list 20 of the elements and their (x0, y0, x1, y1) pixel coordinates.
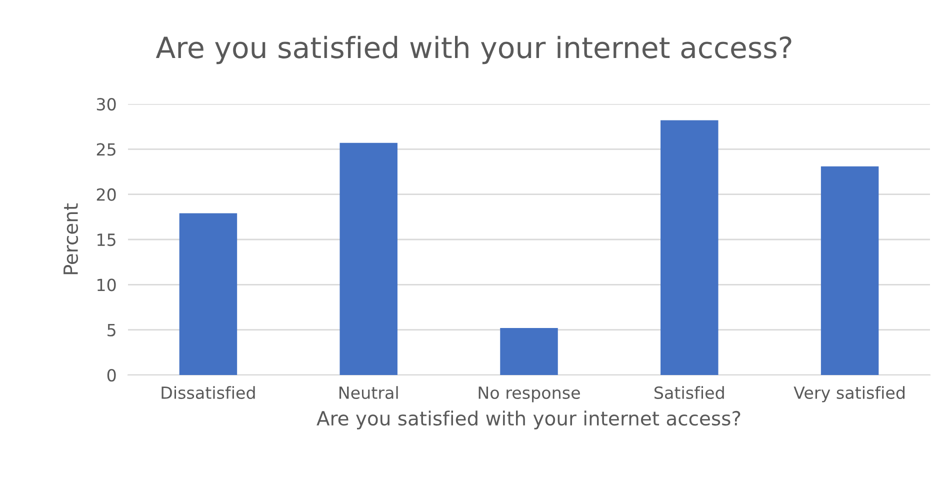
y-tick-label: 30 (96, 98, 116, 111)
bar (179, 213, 238, 375)
y-axis-title: Percent (64, 203, 78, 274)
y-tick-label: 25 (96, 143, 116, 156)
x-tick-label: Satisfied (654, 386, 724, 400)
y-tick-label: 0 (107, 368, 116, 382)
y-tick-label: 5 (108, 324, 116, 336)
x-tick-label: Dissatisfied (162, 386, 255, 400)
x-axis-title: Are you satisfied with your internet access? (316, 410, 740, 430)
bar (500, 328, 558, 375)
bar (340, 142, 398, 375)
bar (660, 120, 718, 375)
x-tick-label: Neutral (339, 386, 398, 400)
x-tick-label: Very satisfied (794, 386, 905, 402)
y-tick-label: 20 (96, 188, 116, 201)
y-tick-label: 10 (98, 278, 116, 292)
y-tick-label: 15 (98, 234, 116, 246)
x-tick-label: No response (478, 386, 580, 402)
bar (820, 166, 879, 375)
chart-title: Are you satisfied with your internet access? (156, 36, 792, 64)
